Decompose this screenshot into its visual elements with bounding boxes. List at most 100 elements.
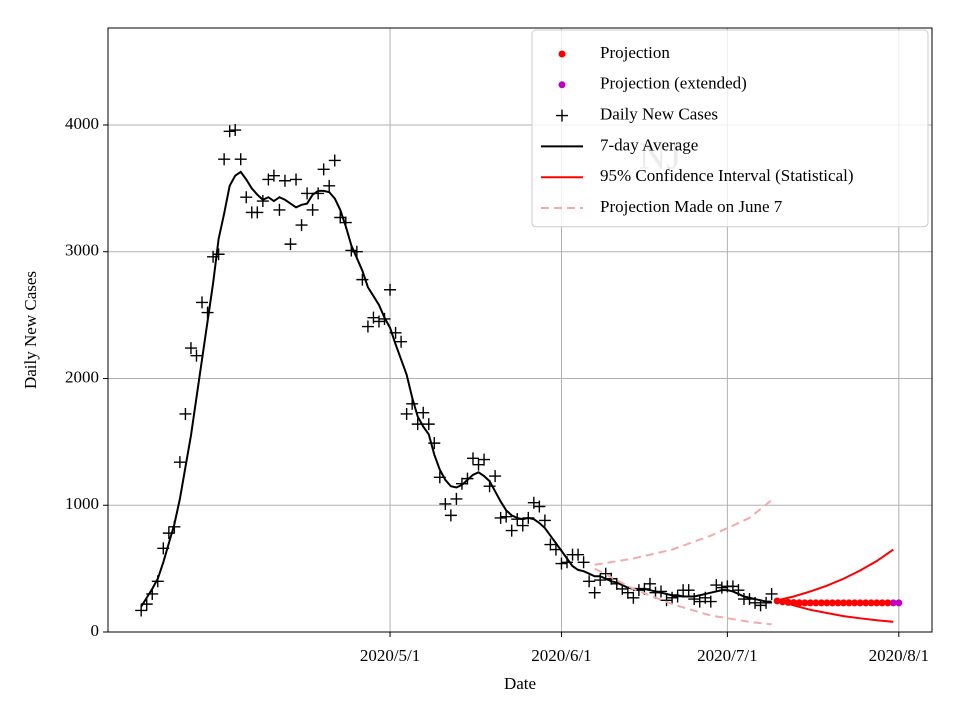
legend-swatch bbox=[556, 109, 568, 122]
plus-marker bbox=[240, 191, 253, 204]
plus-marker bbox=[196, 296, 209, 309]
plus-marker bbox=[334, 211, 347, 224]
y-tick-label: 0 bbox=[91, 621, 100, 640]
band-upper-line bbox=[594, 499, 773, 566]
plus-marker bbox=[494, 511, 507, 524]
plus-marker bbox=[295, 219, 308, 232]
plus-marker bbox=[162, 527, 175, 540]
plus-marker bbox=[317, 163, 330, 176]
y-tick-label: 4000 bbox=[65, 114, 99, 133]
plus-marker bbox=[621, 586, 634, 599]
plus-marker bbox=[704, 595, 717, 608]
dot-marker bbox=[823, 599, 831, 607]
legend-label: Daily New Cases bbox=[600, 105, 718, 124]
plus-marker bbox=[400, 407, 413, 420]
plus-marker bbox=[577, 556, 590, 569]
plus-marker bbox=[583, 575, 596, 588]
plus-marker bbox=[422, 418, 435, 431]
band-lower-line bbox=[594, 567, 772, 626]
dot-marker bbox=[884, 599, 892, 607]
plus-marker bbox=[450, 492, 463, 505]
dot-marker bbox=[795, 599, 803, 607]
plus-marker bbox=[267, 169, 280, 182]
plus-marker bbox=[500, 510, 513, 523]
legend-label: Projection Made on June 7 bbox=[600, 197, 783, 216]
plus-marker bbox=[179, 407, 192, 420]
plus-marker bbox=[439, 497, 452, 510]
plot-frame bbox=[107, 27, 933, 633]
x-tick-label: 2020/5/1 bbox=[360, 646, 420, 665]
dot-marker bbox=[878, 599, 886, 607]
plus-marker bbox=[710, 579, 723, 592]
plus-marker bbox=[395, 335, 408, 348]
plus-marker bbox=[218, 153, 231, 166]
legend-swatch bbox=[558, 81, 566, 89]
plus-marker bbox=[682, 584, 695, 597]
plus-marker bbox=[544, 538, 557, 551]
plus-marker bbox=[627, 591, 640, 604]
legend-label: 7-day Average bbox=[600, 135, 698, 154]
plus-marker bbox=[754, 599, 767, 612]
plus-marker bbox=[306, 203, 319, 216]
plus-marker bbox=[301, 187, 314, 200]
plus-marker bbox=[765, 587, 778, 600]
dot-marker bbox=[828, 599, 836, 607]
dot-marker bbox=[840, 599, 848, 607]
plus-marker bbox=[273, 203, 286, 216]
plus-marker bbox=[372, 315, 385, 328]
plus-marker bbox=[190, 349, 203, 362]
dot-marker bbox=[851, 599, 859, 607]
plus-marker bbox=[516, 519, 529, 532]
plus-marker bbox=[284, 238, 297, 251]
dot-marker bbox=[856, 599, 864, 607]
legend-label: 95% Confidence Interval (Statistical) bbox=[600, 166, 854, 185]
dot-marker bbox=[834, 599, 842, 607]
x-tick-label: 2020/8/1 bbox=[869, 646, 929, 665]
dot-marker bbox=[867, 599, 875, 607]
plus-marker bbox=[688, 593, 701, 606]
plus-marker bbox=[533, 500, 546, 513]
plus-marker bbox=[212, 248, 225, 261]
y-tick-label: 1000 bbox=[65, 494, 99, 513]
plus-marker bbox=[489, 470, 502, 483]
plus-marker bbox=[251, 206, 264, 219]
y-tick-label: 3000 bbox=[65, 241, 99, 260]
plus-marker bbox=[760, 596, 773, 609]
dot-marker bbox=[895, 599, 903, 607]
plus-marker bbox=[361, 320, 374, 333]
dot-marker bbox=[812, 599, 820, 607]
y-axis-label: Daily New Cases bbox=[21, 271, 40, 389]
plus-marker bbox=[323, 179, 336, 192]
dot-marker bbox=[806, 599, 814, 607]
plus-marker bbox=[444, 509, 457, 522]
plus-marker bbox=[643, 577, 656, 590]
legend-label: Projection (extended) bbox=[600, 74, 747, 93]
plus-marker bbox=[472, 458, 485, 471]
plus-marker bbox=[660, 594, 673, 607]
plot-area bbox=[135, 124, 903, 626]
legend-swatch bbox=[558, 50, 566, 58]
legend-box bbox=[531, 29, 929, 228]
dot-marker bbox=[817, 599, 825, 607]
line bbox=[140, 170, 772, 608]
dot-marker bbox=[873, 599, 881, 607]
plus-marker bbox=[290, 173, 303, 186]
plus-marker bbox=[666, 591, 679, 604]
plus-marker bbox=[478, 453, 491, 466]
plus-marker bbox=[505, 524, 518, 537]
plus-marker bbox=[417, 406, 430, 419]
plus-marker bbox=[229, 124, 242, 137]
x-tick-label: 2020/7/1 bbox=[697, 646, 757, 665]
plus-marker bbox=[328, 154, 341, 167]
plus-marker bbox=[278, 174, 291, 187]
y-tick-label: 2000 bbox=[65, 367, 99, 386]
plus-marker bbox=[184, 342, 197, 355]
plus-marker bbox=[256, 195, 269, 208]
plus-marker bbox=[466, 452, 479, 465]
x-tick-label: 2020/6/1 bbox=[531, 646, 591, 665]
plus-marker bbox=[223, 125, 236, 138]
plus-marker bbox=[173, 456, 186, 469]
x-axis-label: Date bbox=[504, 674, 536, 693]
dot-marker bbox=[845, 599, 853, 607]
